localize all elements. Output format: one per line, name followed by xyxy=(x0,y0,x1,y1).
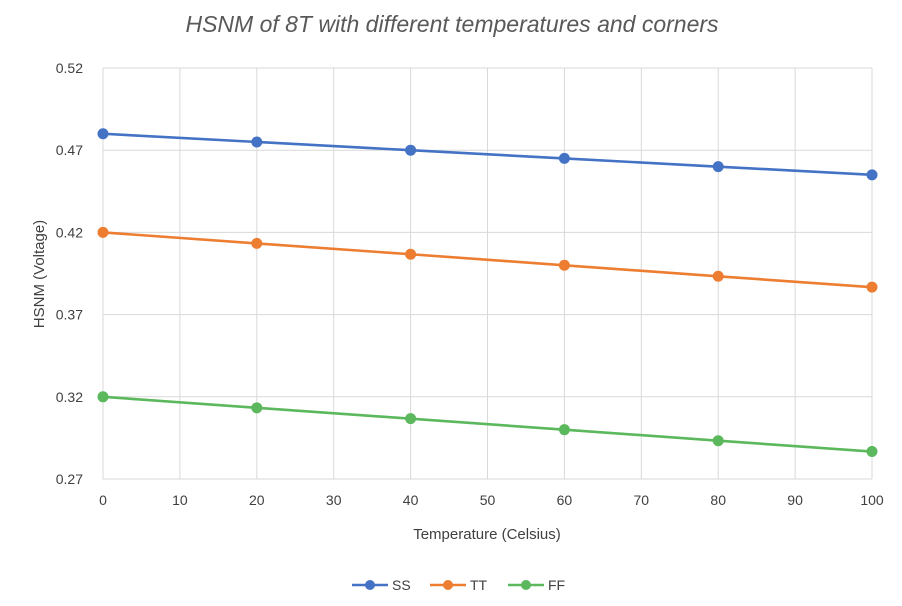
data-point-ff xyxy=(712,435,724,447)
x-tick-label: 0 xyxy=(99,492,107,508)
series-ss xyxy=(97,128,878,181)
series-line-tt xyxy=(102,231,873,289)
legend-label-ff: FF xyxy=(548,577,565,593)
data-point-ss xyxy=(558,152,570,164)
chart-title: HSNM of 8T with different temperatures a… xyxy=(185,11,719,37)
x-tick-label: 70 xyxy=(634,492,650,508)
data-point-tt xyxy=(558,259,570,271)
x-axis-title: Temperature (Celsius) xyxy=(413,526,561,543)
y-tick-label: 0.32 xyxy=(56,389,83,405)
data-point-ss xyxy=(251,136,263,148)
axes: 0 10 20 30 40 50 60 70 80 90 100 0.27 0.32 0.37 0.42 0.… xyxy=(56,60,884,508)
legend-label-ss: SS xyxy=(392,577,411,593)
data-point-ff xyxy=(251,402,263,414)
legend-marker-ss xyxy=(365,580,375,590)
y-tick-label: 0.37 xyxy=(56,307,83,323)
y-tick-label: 0.52 xyxy=(56,60,83,76)
data-point-ff xyxy=(866,446,878,458)
legend-item-ss: SS xyxy=(352,577,411,593)
data-point-ss xyxy=(866,169,878,181)
x-tick-label: 50 xyxy=(480,492,496,508)
legend-item-tt: TT xyxy=(430,577,488,593)
y-tick-label: 0.42 xyxy=(56,224,83,240)
data-point-ss xyxy=(405,144,417,156)
legend-item-ff: FF xyxy=(508,577,565,593)
series-line-ss xyxy=(102,132,873,177)
x-tick-label: 40 xyxy=(403,492,419,508)
data-point-ss xyxy=(97,128,109,140)
x-tick-label: 20 xyxy=(249,492,265,508)
legend-marker-ff xyxy=(521,580,531,590)
data-point-tt xyxy=(405,248,417,260)
series-tt xyxy=(97,226,878,293)
series-ff xyxy=(97,391,878,458)
legend: SS TT FF xyxy=(352,577,565,593)
x-tick-label: 80 xyxy=(710,492,726,508)
data-point-tt xyxy=(251,237,263,249)
series-layer xyxy=(97,128,878,458)
y-tick-label: 0.47 xyxy=(56,142,83,158)
x-tick-label: 30 xyxy=(326,492,342,508)
x-tick-label: 10 xyxy=(172,492,188,508)
x-tick-label: 90 xyxy=(787,492,803,508)
data-point-tt xyxy=(866,281,878,293)
x-tick-label: 100 xyxy=(860,492,884,508)
series-line-ff xyxy=(102,395,873,453)
data-point-ff xyxy=(558,424,570,436)
y-tick-label: 0.27 xyxy=(56,471,83,487)
data-point-tt xyxy=(712,270,724,282)
y-axis-title: HSNM (Voltage) xyxy=(31,220,48,328)
data-point-ff xyxy=(405,413,417,425)
legend-label-tt: TT xyxy=(470,577,488,593)
x-tick-label: 60 xyxy=(557,492,573,508)
data-point-tt xyxy=(97,226,109,238)
data-point-ff xyxy=(97,391,109,403)
data-point-ss xyxy=(712,161,724,173)
gridlines xyxy=(102,67,873,480)
legend-marker-tt xyxy=(443,580,453,590)
